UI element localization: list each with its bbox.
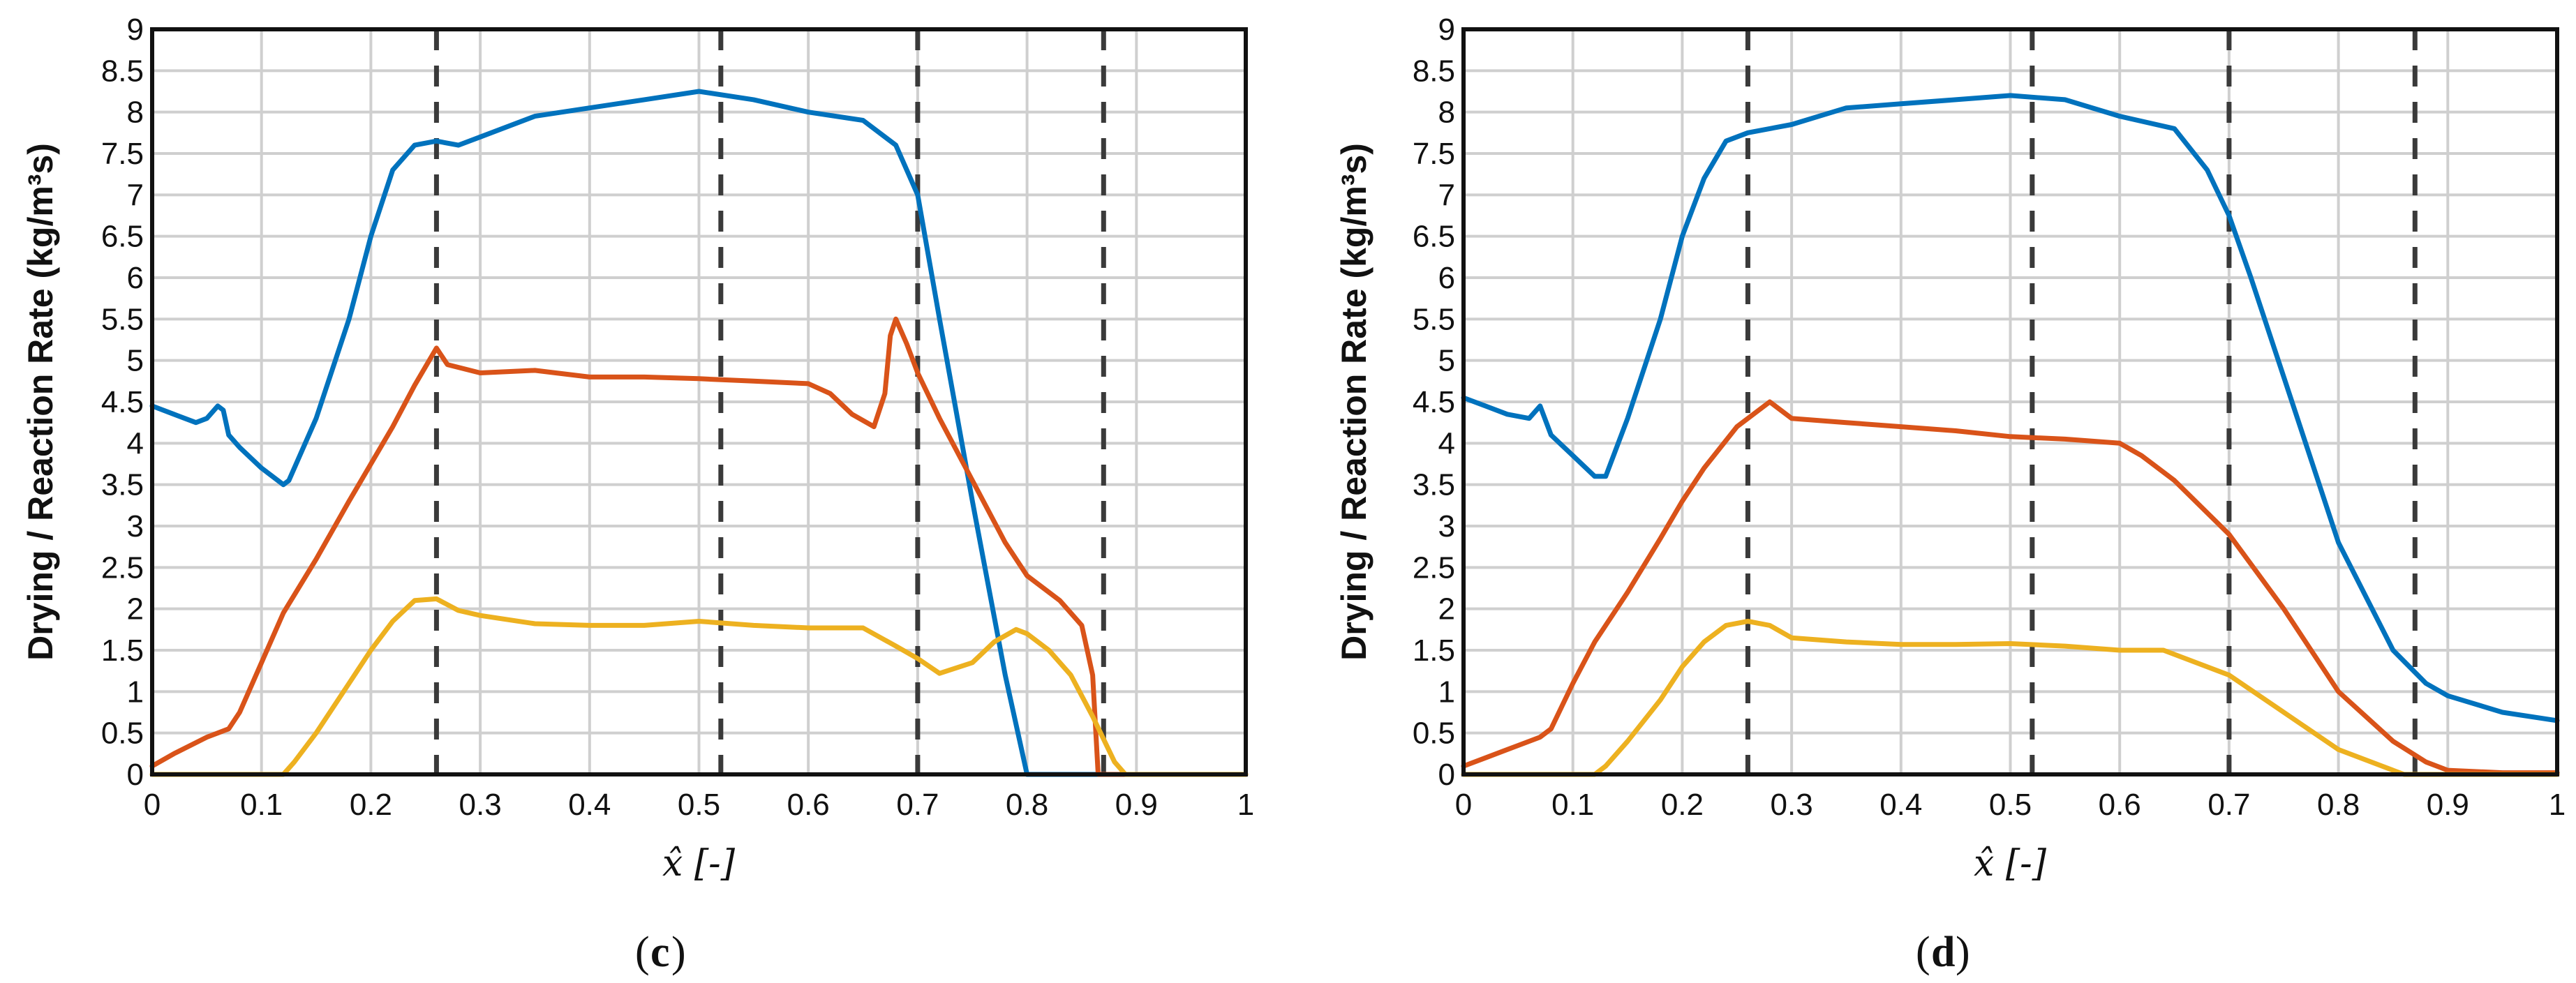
- svg-text:(: (: [635, 929, 650, 976]
- series-line-yellow: [149, 596, 1249, 777]
- series-line-blue: [1461, 93, 2560, 723]
- y-tick-label: 9: [1438, 13, 1455, 47]
- y-tick-label: 0: [1438, 758, 1455, 792]
- panel-label-d: ( d ): [1916, 929, 1970, 976]
- x-tick-labels: 0 0.1 0.2 0.3 0.4 0.5 0.6 0.7 0.8 0.9 1: [1455, 788, 2566, 822]
- svg-text:d: d: [1931, 929, 1955, 976]
- x-tick-label: 0.7: [896, 788, 939, 822]
- y-tick-label: 7.5: [101, 137, 144, 171]
- x-tick-label: 1: [2549, 788, 2566, 822]
- axes-frame: [1461, 27, 2559, 776]
- y-tick-label: 2: [1438, 592, 1455, 626]
- svg-text:): ): [671, 929, 686, 976]
- x-tick-label: 0.3: [1771, 788, 1813, 822]
- y-tick-label: 4: [1438, 426, 1455, 460]
- y-tick-label: 8: [127, 96, 144, 130]
- x-tick-label: 0.3: [459, 788, 502, 822]
- y-tick-label: 0: [127, 758, 144, 792]
- y-tick-label: 7: [127, 178, 144, 212]
- x-tick-label: 0: [1455, 788, 1472, 822]
- x-tick-label: 0.8: [1006, 788, 1048, 822]
- grid: [1462, 28, 2559, 776]
- x-tick-label: 0: [144, 788, 161, 822]
- series-line-orange: [149, 316, 1249, 777]
- series-line-blue: [149, 89, 1249, 777]
- y-tick-label: 3: [127, 509, 144, 543]
- y-tick-label: 4: [127, 426, 144, 460]
- svg-text:c: c: [650, 929, 670, 976]
- series-group: [149, 89, 1249, 777]
- y-tick-labels: 0 0.5 1 1.5 2 2.5 3 3.5 4 4.5 5 5.5 6 6.5 7 7.5 8 8.5 9: [101, 13, 144, 792]
- x-tick-label: 0.6: [2099, 788, 2141, 822]
- svg-text:): ): [1956, 929, 1970, 976]
- y-tick-label: 1: [127, 675, 144, 709]
- y-tick-label: 6: [127, 261, 144, 295]
- x-tick-label: 0.1: [240, 788, 283, 822]
- y-tick-label: 3.5: [101, 468, 144, 502]
- x-tick-label: 0.2: [350, 788, 392, 822]
- y-axis-label: Drying / Reaction Rate (kg/m³s): [1334, 143, 1373, 661]
- y-tick-label: 1: [1438, 675, 1455, 709]
- grid: [151, 28, 1247, 776]
- x-tick-label: 0.2: [1661, 788, 1704, 822]
- y-tick-labels: 0 0.5 1 1.5 2 2.5 3 3.5 4 4.5 5 5.5 6 6.5 7 7.5 8 8.5 9: [1413, 13, 1455, 792]
- panel-label-c: ( c ): [635, 929, 686, 976]
- x-axis-label: x̂ [-]: [662, 843, 736, 885]
- y-tick-label: 5: [127, 344, 144, 378]
- y-tick-label: 2.5: [1413, 550, 1455, 585]
- y-tick-label: 3: [1438, 509, 1455, 543]
- y-tick-label: 4.5: [101, 385, 144, 419]
- y-tick-label: 4.5: [1413, 385, 1455, 419]
- y-tick-label: 1.5: [101, 633, 144, 668]
- x-axis-label: x̂ [-]: [1974, 843, 2047, 885]
- y-tick-label: 5.5: [101, 302, 144, 336]
- dashed-reference-lines: [1745, 29, 2418, 774]
- y-tick-label: 2.5: [101, 550, 144, 585]
- x-tick-label: 0.8: [2317, 788, 2360, 822]
- x-tick-label: 0.9: [1115, 788, 1158, 822]
- y-tick-label: 6: [1438, 261, 1455, 295]
- series-line-yellow: [1461, 619, 2560, 777]
- y-tick-label: 9: [127, 13, 144, 47]
- y-tick-label: 8.5: [1413, 54, 1455, 88]
- y-tick-label: 5: [1438, 344, 1455, 378]
- y-tick-label: 8: [1438, 96, 1455, 130]
- x-tick-label: 0.9: [2427, 788, 2469, 822]
- x-tick-label: 0.6: [787, 788, 830, 822]
- x-tick-label: 0.4: [568, 788, 611, 822]
- y-axis-label: Drying / Reaction Rate (kg/m³s): [21, 143, 60, 661]
- x-tick-label: 0.5: [678, 788, 720, 822]
- y-tick-label: 0.5: [1413, 716, 1455, 751]
- series-group: [1461, 93, 2560, 777]
- y-tick-label: 6.5: [1413, 220, 1455, 254]
- x-tick-label: 1: [1237, 788, 1254, 822]
- y-tick-label: 3.5: [1413, 468, 1455, 502]
- axes-frame: [150, 27, 1248, 776]
- series-line-orange: [1461, 399, 2560, 776]
- y-tick-label: 7.5: [1413, 137, 1455, 171]
- y-tick-label: 7: [1438, 178, 1455, 212]
- svg-text:(: (: [1916, 929, 1930, 976]
- y-tick-label: 2: [127, 592, 144, 626]
- y-tick-label: 5.5: [1413, 302, 1455, 336]
- x-tick-labels: 0 0.1 0.2 0.3 0.4 0.5 0.6 0.7 0.8 0.9 1: [144, 788, 1254, 822]
- x-tick-label: 0.4: [1879, 788, 1922, 822]
- x-tick-label: 0.5: [1989, 788, 2032, 822]
- dashed-reference-lines: [433, 29, 1106, 774]
- y-tick-label: 6.5: [101, 220, 144, 254]
- x-tick-label: 0.7: [2208, 788, 2250, 822]
- y-tick-label: 0.5: [101, 716, 144, 751]
- y-tick-label: 1.5: [1413, 633, 1455, 668]
- y-tick-label: 8.5: [101, 54, 144, 88]
- x-tick-label: 0.1: [1551, 788, 1594, 822]
